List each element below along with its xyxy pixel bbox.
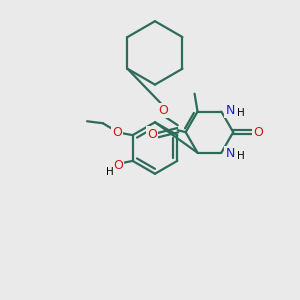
Text: H: H [237,108,245,118]
Text: N: N [226,104,235,117]
Text: O: O [158,104,168,117]
Text: N: N [226,147,235,160]
Text: O: O [113,159,123,172]
Text: O: O [112,126,122,139]
Text: O: O [147,128,157,141]
Text: H: H [106,167,114,177]
Text: O: O [253,126,263,139]
Text: H: H [237,151,245,161]
